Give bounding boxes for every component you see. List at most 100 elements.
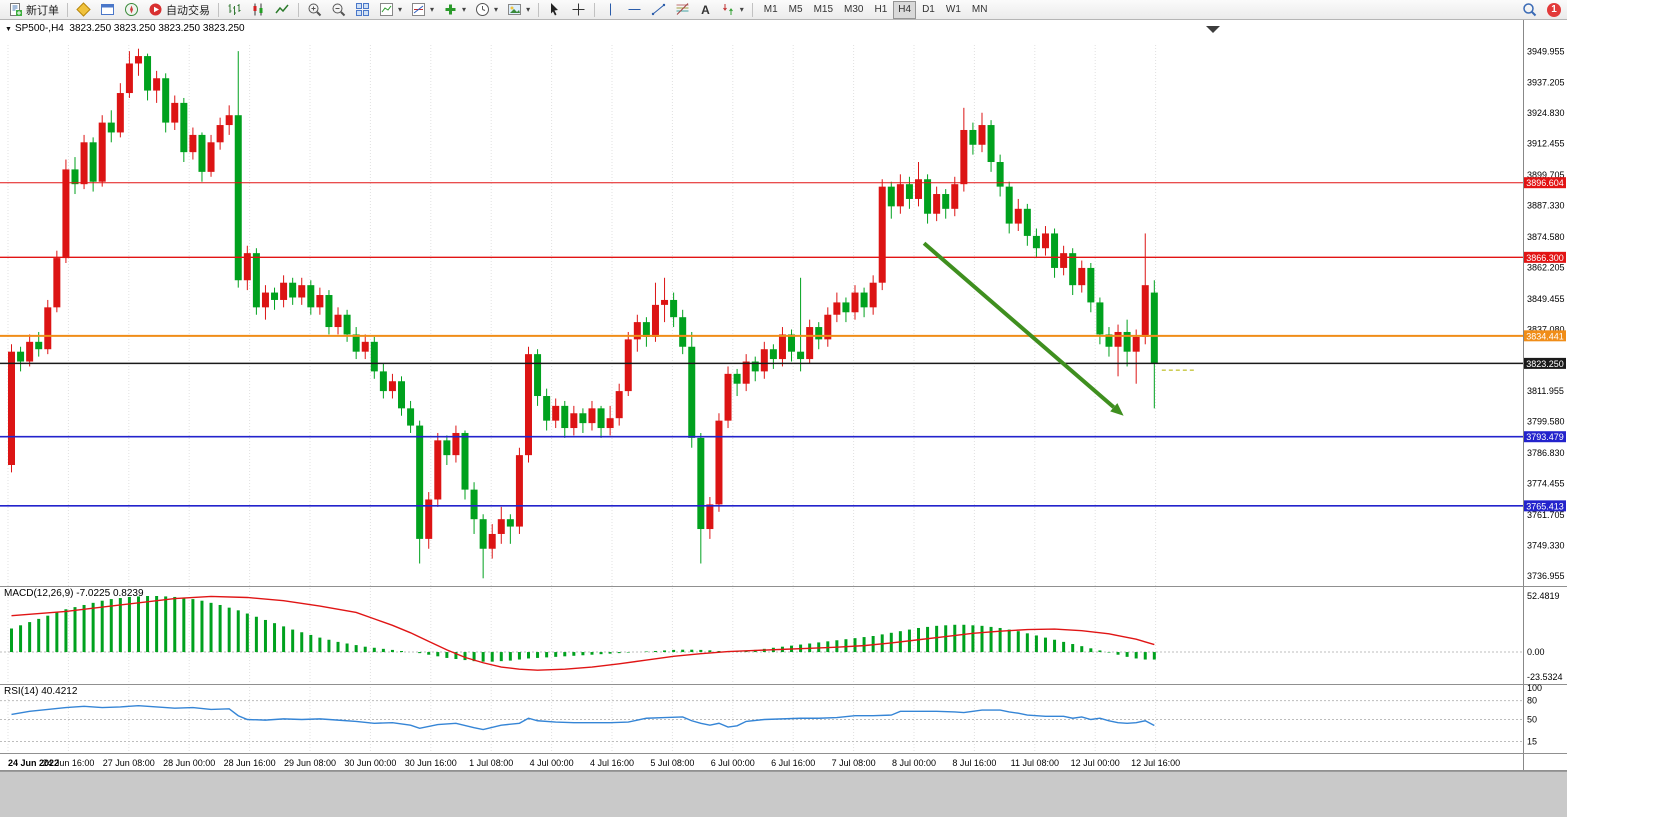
zoom-in-icon xyxy=(308,3,322,17)
svg-text:3761.705: 3761.705 xyxy=(1527,510,1565,520)
svg-text:3774.455: 3774.455 xyxy=(1527,479,1565,489)
crosshair-icon xyxy=(572,3,585,16)
toolbar: 新订单 自动交易 xyxy=(0,0,1567,20)
chevron-down-icon: ▾ xyxy=(430,5,435,14)
svg-text:3749.330: 3749.330 xyxy=(1527,540,1565,550)
new-order-label: 新订单 xyxy=(26,4,59,17)
timeframe-w1-button[interactable]: W1 xyxy=(945,3,961,15)
timeframe-mn-button[interactable]: MN xyxy=(971,3,988,15)
navigator-button[interactable] xyxy=(120,1,143,19)
svg-text:3736.955: 3736.955 xyxy=(1527,571,1565,581)
tile-windows-icon xyxy=(356,3,369,16)
auto-trading-icon xyxy=(149,3,162,16)
auto-trading-button[interactable]: 自动交易 xyxy=(144,1,214,19)
new-order-icon xyxy=(10,3,22,16)
metaeditor-button[interactable] xyxy=(72,1,95,19)
status-area xyxy=(0,771,1567,817)
svg-text:50: 50 xyxy=(1527,715,1537,725)
svg-text:24 Jun 2022: 24 Jun 2022 xyxy=(8,758,59,768)
crosshair-tool-button[interactable] xyxy=(567,1,590,19)
timeframe-m15-button[interactable]: M15 xyxy=(813,3,834,15)
fibonacci-tool-button[interactable] xyxy=(671,1,694,19)
tile-windows-button[interactable] xyxy=(351,1,374,19)
indicators-button[interactable]: ▾ xyxy=(375,1,406,19)
svg-text:3937.205: 3937.205 xyxy=(1527,78,1565,88)
svg-text:3896.604: 3896.604 xyxy=(1526,178,1564,188)
svg-text:4 Jul 16:00: 4 Jul 16:00 xyxy=(590,758,634,768)
search-button[interactable] xyxy=(1518,1,1541,19)
zoom-out-button[interactable] xyxy=(327,1,350,19)
timeframe-d1-button[interactable]: D1 xyxy=(922,3,935,15)
candlestick-chart-button[interactable] xyxy=(247,1,270,19)
svg-text:3949.955: 3949.955 xyxy=(1527,46,1565,56)
notification-badge[interactable]: 1 xyxy=(1547,2,1561,17)
auto-trading-label: 自动交易 xyxy=(166,4,210,17)
svg-text:1 Jul 08:00: 1 Jul 08:00 xyxy=(469,758,513,768)
zoom-in-button[interactable] xyxy=(303,1,326,19)
toolbar-right-group: 1 xyxy=(1518,1,1563,19)
svg-text:5 Jul 08:00: 5 Jul 08:00 xyxy=(650,758,694,768)
add-indicator-button[interactable]: ▾ xyxy=(439,1,470,19)
periods-button[interactable]: ▾ xyxy=(471,1,502,19)
bar-chart-icon xyxy=(228,4,241,15)
objects-list-button[interactable]: ▾ xyxy=(407,1,438,19)
svg-text:3834.441: 3834.441 xyxy=(1526,331,1564,341)
trendline-tool-button[interactable] xyxy=(647,1,670,19)
chart-canvas[interactable]: 3949.955 3937.205 3924.830 3912.455 3899.705… xyxy=(0,20,1567,771)
svg-text:30 Jun 16:00: 30 Jun 16:00 xyxy=(405,758,457,768)
svg-text:3765.413: 3765.413 xyxy=(1526,501,1564,511)
line-chart-button[interactable] xyxy=(271,1,294,19)
svg-text:0.00: 0.00 xyxy=(1527,647,1545,657)
timeframe-m5-button[interactable]: M5 xyxy=(788,3,803,15)
horizontal-line-tool-button[interactable] xyxy=(623,1,646,19)
svg-text:3866.300: 3866.300 xyxy=(1526,253,1564,263)
toolbar-separator xyxy=(298,2,299,17)
indicators-icon xyxy=(380,3,393,16)
svg-text:3849.455: 3849.455 xyxy=(1527,294,1565,304)
zoom-out-icon xyxy=(332,3,346,17)
svg-text:30 Jun 00:00: 30 Jun 00:00 xyxy=(344,758,396,768)
cursor-tool-button[interactable] xyxy=(543,1,566,19)
svg-text:6 Jul 00:00: 6 Jul 00:00 xyxy=(711,758,755,768)
clock-icon xyxy=(476,3,490,16)
svg-text:6 Jul 16:00: 6 Jul 16:00 xyxy=(771,758,815,768)
svg-text:3862.205: 3862.205 xyxy=(1527,262,1565,272)
toolbar-separator xyxy=(218,2,219,17)
svg-text:52.4819: 52.4819 xyxy=(1527,591,1560,601)
svg-text:7 Jul 08:00: 7 Jul 08:00 xyxy=(832,758,876,768)
bar-chart-button[interactable] xyxy=(223,1,246,19)
new-order-button[interactable]: 新订单 xyxy=(4,1,63,19)
svg-text:3912.455: 3912.455 xyxy=(1527,139,1565,149)
chevron-down-icon: ▾ xyxy=(398,5,403,14)
chevron-down-icon: ▾ xyxy=(462,5,467,14)
svg-text:80: 80 xyxy=(1527,696,1537,706)
chart-region: 3949.955 3937.205 3924.830 3912.455 3899.705… xyxy=(0,20,1567,771)
trendline-icon xyxy=(651,3,666,16)
svg-text:3823.250: 3823.250 xyxy=(1526,359,1564,369)
svg-text:100: 100 xyxy=(1527,683,1542,693)
vertical-line-tool-button[interactable] xyxy=(599,1,622,19)
timeframe-m30-button[interactable]: M30 xyxy=(844,3,864,15)
line-chart-icon xyxy=(275,4,289,14)
svg-text:3837.080: 3837.080 xyxy=(1527,324,1565,334)
data-window-button[interactable] xyxy=(96,1,119,19)
fibonacci-icon xyxy=(676,3,689,15)
svg-text:24 Jun 16:00: 24 Jun 16:00 xyxy=(42,758,94,768)
data-window-icon xyxy=(101,4,114,15)
text-tool-button[interactable]: A xyxy=(695,1,716,19)
chevron-down-icon: ▾ xyxy=(494,5,499,14)
timeframe-h1-button[interactable]: H1 xyxy=(874,3,888,15)
trading-platform-window: 新订单 自动交易 xyxy=(0,0,1567,817)
navigator-icon xyxy=(125,3,138,16)
timeframe-m1-button[interactable]: M1 xyxy=(763,3,778,15)
templates-button[interactable]: ▾ xyxy=(503,1,534,19)
chevron-down-icon: ▾ xyxy=(526,5,531,14)
timeframe-group: M1 M5 M15 M30 H1 H4 D1 W1 MN xyxy=(759,0,993,19)
horizontal-line-icon xyxy=(628,9,641,10)
arrows-tool-button[interactable]: ▾ xyxy=(717,1,748,19)
candlestick-icon xyxy=(253,3,263,16)
timeframe-h4-button[interactable]: H4 xyxy=(893,0,917,19)
svg-text:3887.330: 3887.330 xyxy=(1527,201,1565,211)
svg-text:3899.705: 3899.705 xyxy=(1527,170,1565,180)
svg-text:29 Jun 08:00: 29 Jun 08:00 xyxy=(284,758,336,768)
